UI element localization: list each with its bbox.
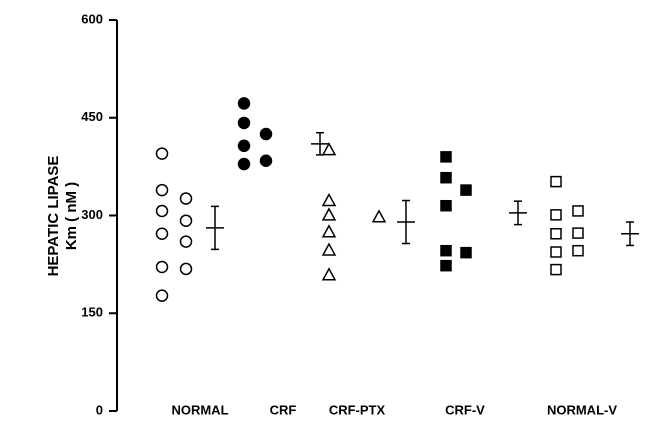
data-point: [440, 199, 452, 212]
y-tick-label: 600: [81, 11, 103, 26]
data-point: [550, 246, 562, 258]
data-point: [550, 209, 562, 221]
data-point: [550, 175, 562, 188]
data-point: [155, 227, 169, 240]
data-point: [460, 246, 472, 259]
y-axis-title: HEPATIC LIPASE Km ( nM ): [45, 156, 80, 277]
data-point: [321, 192, 337, 207]
data-point: [440, 259, 452, 272]
data-point: [440, 171, 452, 184]
data-point: [321, 224, 337, 238]
data-point: [237, 139, 251, 153]
data-point: [321, 142, 337, 156]
x-tick-label: NORMAL-V: [547, 402, 617, 417]
x-tick-label: CRF: [270, 402, 297, 417]
y-label-line: Km ( nM ): [63, 182, 80, 250]
data-point: [259, 154, 273, 168]
y-tick-label: 450: [81, 109, 103, 124]
data-point: [572, 227, 584, 239]
data-point: [237, 157, 251, 171]
data-point: [179, 192, 193, 205]
data-point: [321, 242, 337, 256]
data-point: [572, 205, 584, 217]
data-point: [237, 116, 251, 130]
data-point: [259, 127, 273, 141]
data-point: [460, 184, 472, 196]
data-point: [155, 183, 169, 197]
data-point: [550, 263, 562, 276]
y-tick-label: 0: [96, 402, 103, 417]
data-point: [179, 214, 193, 227]
data-point: [321, 207, 337, 221]
data-point: [155, 289, 169, 302]
data-point: [179, 262, 193, 276]
data-point: [155, 204, 169, 218]
data-point: [155, 147, 169, 160]
data-point: [179, 235, 193, 248]
data-point: [237, 97, 251, 110]
x-tick-label: CRF-PTX: [329, 402, 386, 417]
data-point: [155, 260, 169, 274]
y-tick-label: 300: [81, 207, 103, 222]
y-tick-label: 150: [81, 305, 103, 320]
x-tick-label: NORMAL: [171, 402, 228, 417]
data-point: [572, 244, 584, 257]
x-tick-label: CRF-V: [445, 402, 485, 417]
y-label-line: HEPATIC LIPASE: [45, 156, 62, 277]
data-point: [440, 244, 452, 257]
data-point: [550, 227, 562, 240]
data-point: [321, 267, 337, 281]
data-point: [371, 209, 387, 223]
data-point: [440, 151, 452, 163]
